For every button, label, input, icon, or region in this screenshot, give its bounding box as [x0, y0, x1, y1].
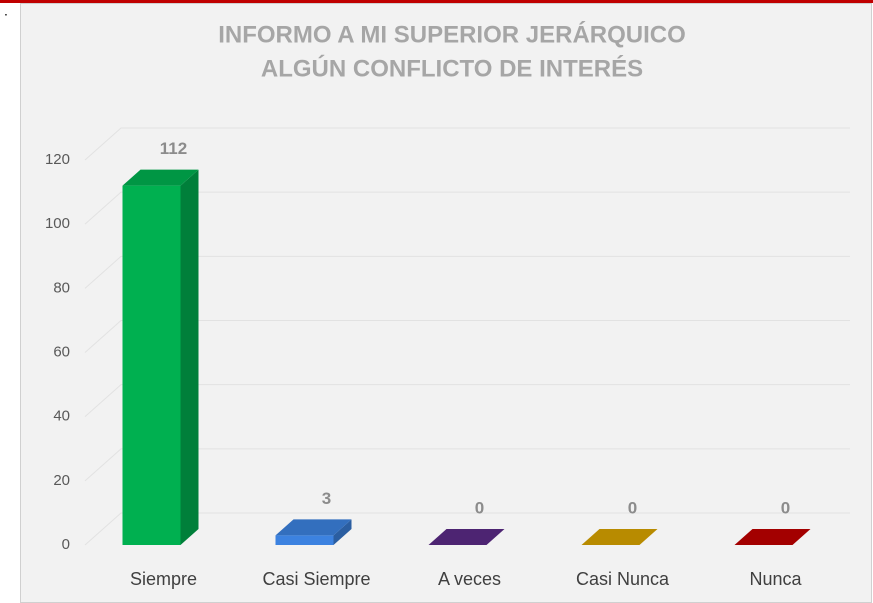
y-tick-label: 60 — [53, 343, 70, 360]
x-tick-label: Casi Siempre — [262, 569, 370, 589]
value-label: 3 — [322, 489, 331, 508]
grid-line — [84, 448, 850, 482]
grid-line — [84, 384, 850, 418]
y-tick-label: 120 — [45, 151, 70, 168]
y-tick-label: 100 — [45, 215, 70, 232]
value-label: 0 — [475, 498, 484, 517]
grid-line — [84, 320, 850, 353]
x-tick-label: Casi Nunca — [576, 569, 670, 589]
y-tick-label: 0 — [62, 536, 70, 553]
grid-line — [84, 512, 850, 546]
value-label: 0 — [628, 498, 637, 517]
bar — [122, 169, 199, 545]
page-mark: . — [4, 3, 8, 19]
value-label: 112 — [160, 139, 187, 158]
bar — [428, 529, 505, 545]
y-tick-label: 40 — [53, 408, 70, 425]
chart-title: INFORMO A MI SUPERIOR JERÁRQUICO — [218, 20, 686, 48]
grid-line — [84, 127, 850, 161]
x-tick-label: Siempre — [130, 569, 197, 589]
y-tick-label: 80 — [53, 279, 70, 296]
x-tick-label: A veces — [438, 569, 501, 589]
bar — [734, 529, 811, 545]
bar — [275, 519, 352, 545]
y-tick-label: 20 — [53, 472, 70, 489]
bar — [581, 529, 658, 545]
grid-line — [84, 191, 850, 225]
top-rule — [0, 0, 873, 3]
grid-line — [84, 255, 850, 289]
chart-title: ALGÚN CONFLICTO DE INTERÉS — [261, 54, 643, 82]
x-tick-label: Nunca — [749, 569, 802, 589]
value-label: 0 — [781, 498, 790, 517]
